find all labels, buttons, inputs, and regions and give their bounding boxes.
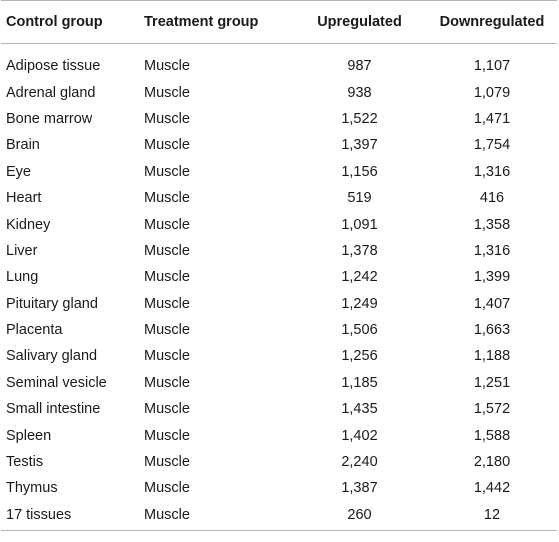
cell-treatment-group: Muscle [144, 137, 190, 154]
table-row: Lung Muscle 1,242 1,399 [1, 264, 557, 290]
cell-upregulated: 987 [347, 58, 372, 75]
cell-downregulated: 1,188 [473, 348, 511, 365]
header-control-group: Control group [1, 0, 144, 44]
table-row: Eye Muscle 1,156 1,316 [1, 159, 557, 185]
cell-upregulated: 938 [347, 84, 372, 101]
cell-downregulated: 1,251 [473, 374, 511, 391]
table-row: Testis Muscle 2,240 2,180 [1, 449, 557, 475]
cell-upregulated: 260 [292, 501, 427, 532]
table-row: Salivary gland Muscle 1,256 1,188 [1, 343, 557, 369]
cell-control-group: Eye [6, 163, 31, 180]
cell-treatment-group: Muscle [144, 348, 190, 365]
table-row: Liver Muscle 1,378 1,316 [1, 238, 557, 264]
table-row: Kidney Muscle 1,091 1,358 [1, 211, 557, 237]
cell-upregulated: 1,522 [341, 110, 378, 127]
cell-control-group: Seminal vesicle [6, 374, 107, 391]
cell-upregulated: 1,435 [341, 401, 378, 418]
cell-treatment-group: Muscle [144, 190, 190, 207]
cell-control-group: Pituitary gland [6, 295, 98, 312]
cell-control-group: Thymus [6, 480, 58, 497]
cell-treatment-group: Muscle [144, 427, 190, 444]
cell-upregulated: 1,506 [341, 322, 378, 339]
cell-downregulated: 12 [427, 501, 557, 532]
table-row: Adipose tissue Muscle 987 1,107 [1, 44, 557, 80]
table-row: Spleen Muscle 1,402 1,588 [1, 422, 557, 448]
cell-control-group: Brain [6, 137, 40, 154]
cell-control-group: Lung [6, 269, 39, 286]
cell-upregulated: 1,156 [341, 163, 378, 180]
cell-upregulated: 1,091 [341, 216, 378, 233]
cell-upregulated: 1,387 [341, 480, 378, 497]
cell-treatment-group: Muscle [144, 295, 190, 312]
cell-treatment-group: Muscle [144, 374, 190, 391]
table-body: Adipose tissue Muscle 987 1,107 Adrenal glan… [1, 44, 557, 532]
cell-treatment-group: Muscle [144, 454, 190, 471]
cell-control-group: Placenta [6, 322, 63, 339]
table-row: Brain Muscle 1,397 1,754 [1, 132, 557, 158]
cell-downregulated: 1,754 [473, 137, 511, 154]
cell-downregulated: 1,316 [473, 242, 511, 259]
cell-upregulated: 1,242 [341, 269, 378, 286]
header-downregulated: Downregulated [427, 0, 557, 44]
table-row: 17 tissues Muscle 260 12 [1, 501, 557, 532]
cell-downregulated: 1,399 [473, 269, 511, 286]
header-upregulated: Upregulated [292, 0, 427, 44]
table-row: Small intestine Muscle 1,435 1,572 [1, 396, 557, 422]
cell-control-group: Adipose tissue [6, 58, 101, 75]
cell-control-group: Heart [6, 190, 42, 207]
cell-treatment-group: Muscle [144, 242, 190, 259]
header-treatment-group: Treatment group [144, 0, 292, 44]
cell-treatment-group: Muscle [144, 110, 190, 127]
cell-upregulated: 1,397 [341, 137, 378, 154]
cell-control-group: Adrenal gland [6, 84, 96, 101]
cell-treatment-group: Muscle [144, 480, 190, 497]
cell-downregulated: 1,107 [473, 58, 511, 75]
cell-treatment-group: Muscle [144, 163, 190, 180]
table-row: Pituitary gland Muscle 1,249 1,407 [1, 291, 557, 317]
table-header: Control group Treatment group Upregulate… [1, 0, 557, 44]
cell-downregulated: 2,180 [473, 454, 511, 471]
cell-downregulated: 1,663 [473, 322, 511, 339]
cell-control-group: Bone marrow [6, 110, 93, 127]
cell-downregulated: 416 [479, 190, 505, 207]
cell-treatment-group: Muscle [144, 269, 190, 286]
cell-treatment-group: Muscle [144, 58, 190, 75]
table-row: Placenta Muscle 1,506 1,663 [1, 317, 557, 343]
table-row: Heart Muscle 519 416 [1, 185, 557, 211]
cell-downregulated: 1,079 [473, 84, 511, 101]
cell-downregulated: 1,572 [473, 401, 511, 418]
cell-upregulated: 1,402 [341, 427, 378, 444]
cell-downregulated: 1,316 [473, 163, 511, 180]
cell-downregulated: 1,358 [473, 216, 511, 233]
table-row: Adrenal gland Muscle 938 1,079 [1, 79, 557, 105]
cell-upregulated: 1,249 [341, 295, 378, 312]
cell-treatment-group: Muscle [144, 501, 292, 532]
table-row: Seminal vesicle Muscle 1,185 1,251 [1, 370, 557, 396]
cell-upregulated: 1,256 [341, 348, 378, 365]
cell-treatment-group: Muscle [144, 401, 190, 418]
table-row: Thymus Muscle 1,387 1,442 [1, 475, 557, 501]
cell-upregulated: 1,378 [341, 242, 378, 259]
cell-control-group: Spleen [6, 427, 52, 444]
cell-control-group: Testis [6, 454, 44, 471]
cell-upregulated: 2,240 [341, 454, 378, 471]
cell-downregulated: 1,588 [473, 427, 511, 444]
header-row: Control group Treatment group Upregulate… [1, 0, 557, 44]
cell-upregulated: 519 [347, 190, 372, 207]
cell-upregulated: 1,185 [341, 374, 378, 391]
cell-control-group: Liver [6, 242, 38, 259]
cell-treatment-group: Muscle [144, 322, 190, 339]
cell-treatment-group: Muscle [144, 84, 190, 101]
cell-downregulated: 1,407 [473, 295, 511, 312]
cell-treatment-group: Muscle [144, 216, 190, 233]
cell-downregulated: 1,442 [473, 480, 511, 497]
deg-table: Control group Treatment group Upregulate… [1, 0, 557, 532]
cell-control-group: Kidney [6, 216, 51, 233]
cell-control-group: Small intestine [6, 401, 101, 418]
cell-control-group: 17 tissues [1, 501, 144, 532]
table-row: Bone marrow Muscle 1,522 1,471 [1, 106, 557, 132]
cell-downregulated: 1,471 [473, 110, 511, 127]
cell-control-group: Salivary gland [6, 348, 98, 365]
